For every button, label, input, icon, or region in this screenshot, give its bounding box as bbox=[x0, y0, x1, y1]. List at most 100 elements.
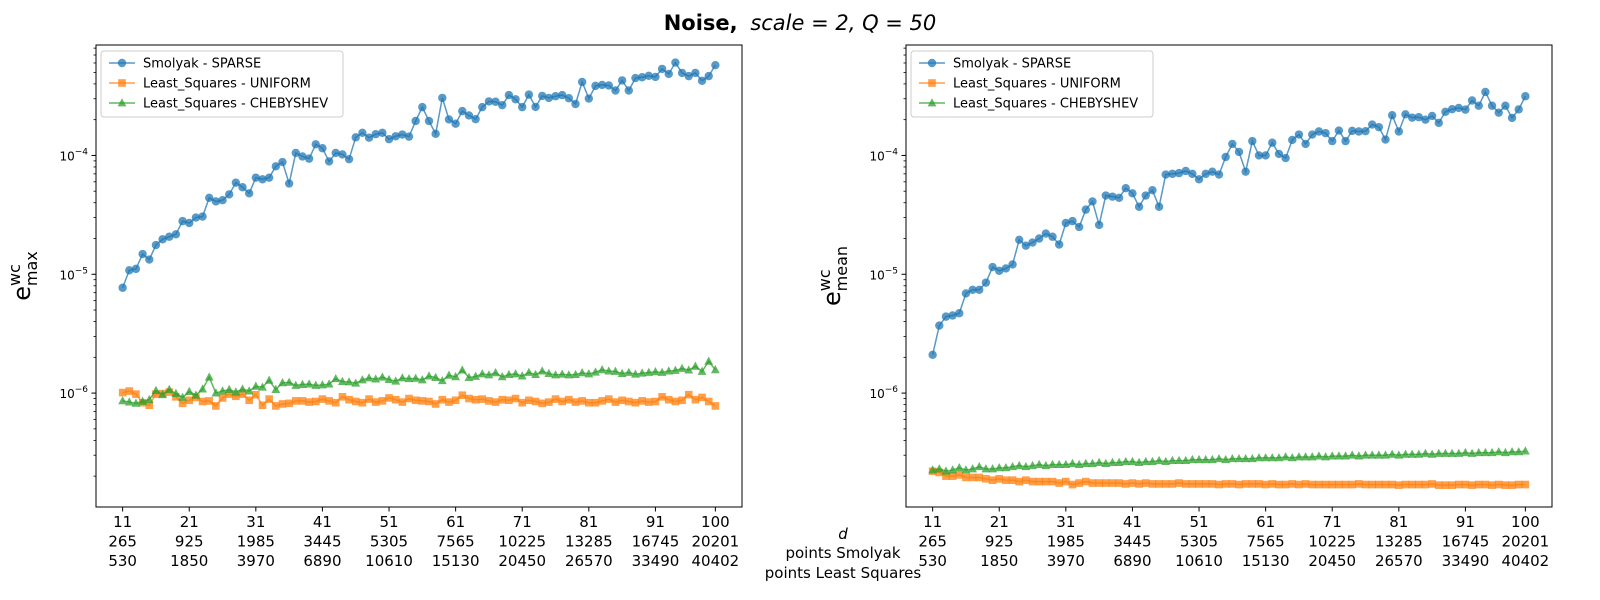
series-chebyshev bbox=[928, 446, 1530, 475]
plot-frame bbox=[905, 44, 1553, 508]
data-point bbox=[271, 384, 281, 394]
data-point bbox=[1068, 480, 1077, 489]
data-point bbox=[968, 285, 977, 295]
data-point bbox=[238, 390, 247, 398]
data-point bbox=[1334, 451, 1344, 460]
x-tick-label: 13285 bbox=[565, 533, 613, 551]
data-point bbox=[438, 395, 447, 404]
data-point bbox=[1348, 126, 1357, 136]
data-point bbox=[1267, 453, 1277, 462]
data-point bbox=[1288, 135, 1297, 145]
data-point bbox=[671, 365, 680, 374]
data-point bbox=[1374, 122, 1384, 132]
data-point bbox=[1028, 477, 1037, 486]
data-point bbox=[218, 394, 227, 402]
data-point bbox=[244, 189, 254, 198]
data-point bbox=[704, 71, 713, 81]
data-point bbox=[577, 77, 587, 87]
data-point bbox=[1174, 455, 1184, 465]
data-point bbox=[205, 397, 214, 405]
data-point bbox=[338, 393, 347, 401]
data-point bbox=[457, 365, 467, 374]
data-point bbox=[968, 464, 977, 473]
data-point bbox=[1307, 452, 1317, 461]
x-tick-label: 1985 bbox=[1047, 533, 1085, 551]
data-point bbox=[351, 378, 361, 387]
data-point bbox=[1294, 130, 1304, 139]
data-point bbox=[185, 218, 194, 228]
data-point bbox=[1221, 152, 1230, 162]
data-point bbox=[537, 366, 547, 375]
data-point bbox=[164, 384, 174, 394]
data-point bbox=[664, 395, 673, 404]
data-point bbox=[631, 73, 640, 83]
data-point bbox=[138, 396, 148, 405]
data-point bbox=[1247, 453, 1257, 463]
data-point bbox=[1075, 479, 1083, 487]
data-point bbox=[1381, 135, 1390, 144]
data-point bbox=[1175, 479, 1183, 487]
x-tick-label: 5305 bbox=[1180, 533, 1218, 551]
x-tick-label: 3970 bbox=[1047, 552, 1085, 570]
data-point bbox=[418, 397, 427, 405]
data-point bbox=[231, 387, 241, 396]
data-point bbox=[962, 473, 970, 482]
x-tick-label: 20450 bbox=[1308, 552, 1356, 570]
y-tick-label: 10−6 bbox=[869, 385, 898, 401]
x-tick-label: 33490 bbox=[1442, 552, 1490, 570]
data-point bbox=[191, 390, 201, 399]
data-point bbox=[357, 375, 367, 384]
data-point bbox=[471, 114, 480, 124]
data-point bbox=[1114, 193, 1124, 203]
data-point bbox=[1321, 452, 1330, 461]
data-point bbox=[218, 196, 227, 205]
data-point bbox=[1441, 481, 1450, 489]
x-tick-label: 31 bbox=[1056, 513, 1075, 531]
data-point bbox=[518, 102, 527, 112]
data-point bbox=[1154, 455, 1164, 465]
data-point bbox=[1454, 480, 1463, 489]
data-point bbox=[132, 390, 140, 398]
data-point bbox=[298, 397, 307, 405]
data-point bbox=[1168, 169, 1177, 179]
x-tick-label: 71 bbox=[513, 513, 532, 531]
data-point bbox=[397, 373, 407, 382]
data-point bbox=[378, 397, 387, 405]
data-point bbox=[1315, 480, 1323, 489]
data-point bbox=[624, 397, 633, 406]
data-point bbox=[1221, 454, 1231, 464]
data-point bbox=[671, 397, 680, 406]
data-point bbox=[585, 398, 593, 407]
data-point bbox=[1421, 448, 1430, 457]
data-point bbox=[1454, 448, 1464, 457]
data-point bbox=[677, 363, 687, 372]
data-point bbox=[690, 361, 700, 370]
data-point bbox=[1301, 139, 1310, 149]
data-point bbox=[1215, 480, 1223, 489]
data-point bbox=[1061, 459, 1071, 469]
series-smolyak bbox=[928, 87, 1530, 360]
legend-box bbox=[100, 50, 344, 118]
data-point bbox=[151, 385, 161, 394]
data-point bbox=[1241, 480, 1250, 488]
x-tick-label: 81 bbox=[579, 513, 598, 531]
data-point bbox=[1308, 130, 1317, 139]
legend-label: Smolyak - SPARSE bbox=[143, 57, 261, 72]
data-point bbox=[331, 398, 340, 407]
data-point bbox=[385, 394, 393, 402]
data-point bbox=[1507, 447, 1517, 456]
data-point bbox=[1301, 480, 1310, 488]
x-tick-label: 41 bbox=[313, 513, 332, 531]
data-point bbox=[1367, 120, 1377, 129]
data-point bbox=[551, 370, 560, 379]
data-point bbox=[305, 398, 313, 406]
data-point bbox=[1054, 240, 1064, 249]
data-point bbox=[1028, 238, 1037, 247]
data-point bbox=[565, 395, 573, 404]
data-point bbox=[1361, 126, 1370, 136]
data-point bbox=[371, 129, 380, 139]
data-point bbox=[1414, 449, 1424, 458]
row-label-points-smolyak: points Smolyak bbox=[785, 544, 900, 562]
data-point bbox=[1081, 458, 1091, 468]
data-point bbox=[171, 230, 181, 239]
